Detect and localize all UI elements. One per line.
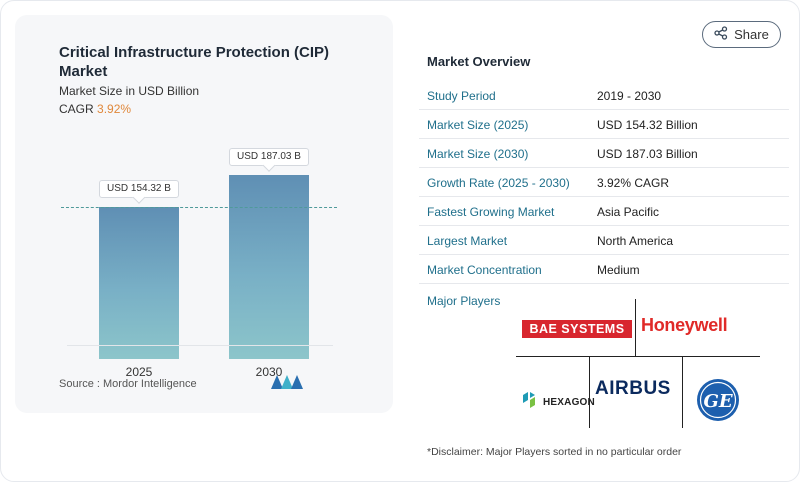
airbus-logo: AIRBUS <box>595 378 671 399</box>
overview-row: Largest Market North America <box>419 226 789 255</box>
overview-row-key: Market Size (2025) <box>427 118 529 132</box>
cagr-label: CAGR <box>59 102 94 116</box>
hexagon-mark-icon <box>521 391 539 414</box>
market-overview-title: Market Overview <box>427 54 531 69</box>
overview-row-value: Medium <box>597 263 640 277</box>
overview-row-key: Largest Market <box>427 234 508 248</box>
overview-row-value: USD 154.32 Billion <box>597 118 698 132</box>
overview-row-value: 2019 - 2030 <box>597 89 662 103</box>
chart-title: Critical Infrastructure Protection (CIP)… <box>59 44 330 80</box>
disclaimer: *Disclaimer: Major Players sorted in no … <box>427 446 682 458</box>
cagr-value: 3.92% <box>97 102 132 116</box>
x-tick-label: 2030 <box>255 365 283 379</box>
players-divider-vertical <box>589 356 590 428</box>
overview-row-key: Study Period <box>427 89 496 103</box>
bar-2025 <box>99 207 179 359</box>
honeywell-logo: Honeywell <box>641 315 728 335</box>
x-tick-label: 2025 <box>125 365 153 379</box>
players-divider-horizontal <box>516 356 760 357</box>
overview-row: Market Size (2030) USD 187.03 Billion <box>419 139 789 168</box>
bar-data-label: USD 154.32 B <box>99 180 179 198</box>
chart-cagr: CAGR 3.92% <box>59 102 131 116</box>
overview-row-key: Market Concentration <box>427 263 542 277</box>
overview-row-key: Market Size (2030) <box>427 147 529 161</box>
x-axis-line <box>67 345 333 346</box>
chart-subtitle: Market Size in USD Billion <box>59 84 200 98</box>
share-label: Share <box>734 27 769 42</box>
overview-row: Market Size (2025) USD 154.32 Billion <box>419 110 789 139</box>
players-divider-vertical <box>682 356 683 428</box>
ge-logo: GE <box>695 377 741 428</box>
chart-source: Source : Mordor Intelligence <box>59 378 197 390</box>
ge-monogram: GE <box>703 391 732 412</box>
overview-row-value: Asia Pacific <box>597 205 660 219</box>
reference-dashed-line <box>61 207 337 208</box>
bae-systems-logo: BAE SYSTEMS <box>522 320 632 338</box>
overview-row: Market Concentration Medium <box>419 255 789 284</box>
players-divider-vertical <box>635 299 636 357</box>
hexagon-wordmark: HEXAGON <box>543 397 595 408</box>
overview-row: Fastest Growing Market Asia Pacific <box>419 197 789 226</box>
bar-data-label: USD 187.03 B <box>229 148 309 166</box>
overview-row-key: Fastest Growing Market <box>427 205 555 219</box>
share-icon <box>714 26 728 43</box>
overview-row-key: Growth Rate (2025 - 2030) <box>427 176 570 190</box>
overview-row-value: USD 187.03 Billion <box>597 147 698 161</box>
overview-row: Study Period 2019 - 2030 <box>419 81 789 110</box>
share-button[interactable]: Share <box>702 21 781 48</box>
bar-2030 <box>229 175 309 359</box>
chart-card <box>15 15 393 413</box>
overview-row-value: 3.92% CAGR <box>597 176 670 190</box>
mordor-logo-icon <box>271 375 309 394</box>
major-players-title: Major Players <box>427 294 501 308</box>
hexagon-logo: HEXAGON <box>521 391 595 414</box>
overview-row-value: North America <box>597 234 674 248</box>
overview-row: Growth Rate (2025 - 2030) 3.92% CAGR <box>419 168 789 197</box>
